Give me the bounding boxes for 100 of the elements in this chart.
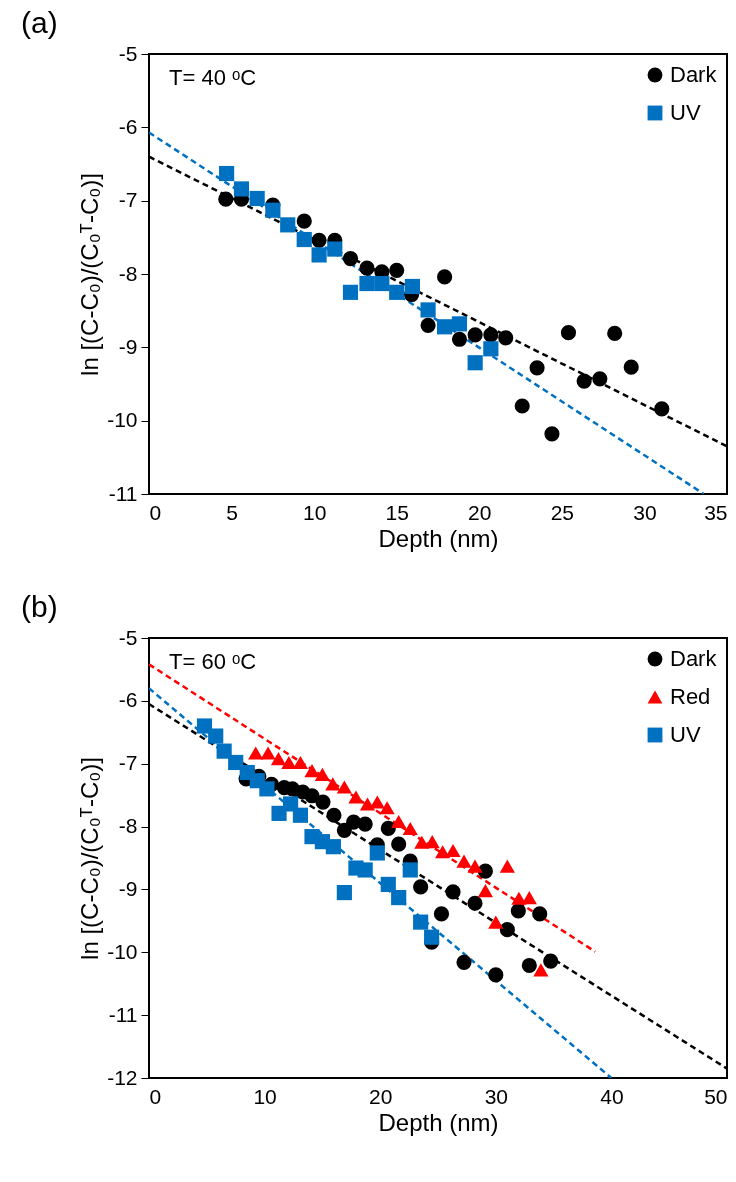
y-tick-label: -5 bbox=[118, 625, 138, 649]
y-tick-label: -10 bbox=[107, 939, 138, 963]
point bbox=[467, 895, 483, 911]
y-tick-label: -8 bbox=[118, 261, 138, 285]
point bbox=[326, 807, 342, 823]
point bbox=[336, 780, 352, 794]
point bbox=[445, 884, 461, 900]
point bbox=[380, 820, 396, 837]
legend-label: Dark bbox=[670, 646, 718, 671]
point bbox=[391, 890, 407, 906]
point bbox=[304, 764, 320, 778]
y-tick-label: -6 bbox=[118, 114, 138, 138]
point bbox=[402, 862, 418, 878]
point bbox=[379, 801, 395, 815]
y-tick-label: -9 bbox=[118, 876, 138, 900]
point bbox=[216, 743, 232, 759]
point bbox=[511, 891, 527, 905]
point bbox=[488, 915, 504, 929]
point bbox=[228, 754, 244, 771]
point bbox=[433, 906, 450, 922]
point bbox=[359, 797, 376, 811]
point bbox=[391, 836, 407, 852]
y-tick-label: -11 bbox=[108, 1002, 138, 1026]
point bbox=[510, 903, 526, 919]
point bbox=[445, 843, 461, 858]
chart-title: (a) bbox=[21, 6, 58, 39]
point bbox=[543, 953, 559, 969]
point bbox=[315, 794, 331, 810]
y-axis-title: ln [(C-C₀)/(C₀ᵀ-C₀)] bbox=[76, 757, 104, 960]
y-tick-label: -9 bbox=[118, 334, 138, 358]
point bbox=[413, 914, 429, 930]
point bbox=[369, 845, 385, 861]
y-tick-label: -8 bbox=[118, 814, 138, 838]
legend-label: Dark bbox=[670, 62, 718, 87]
point bbox=[283, 796, 299, 812]
legend-label: Red bbox=[670, 684, 711, 709]
point bbox=[414, 835, 430, 849]
y-tick-label: -7 bbox=[118, 751, 138, 775]
x-tick-label: 10 bbox=[302, 500, 327, 524]
annotation: T= 40 ᵒC bbox=[169, 65, 257, 90]
y-tick-label: -10 bbox=[107, 408, 138, 432]
point bbox=[532, 906, 548, 922]
point bbox=[499, 922, 515, 938]
y-tick-label: -11 bbox=[108, 481, 138, 505]
legend-label: UV bbox=[670, 100, 701, 125]
point bbox=[325, 777, 341, 791]
x-tick-label: 0 bbox=[149, 1084, 162, 1108]
x-tick-label: 20 bbox=[468, 500, 492, 524]
point bbox=[248, 746, 264, 760]
point bbox=[424, 929, 440, 945]
point bbox=[336, 822, 352, 838]
point bbox=[292, 807, 309, 823]
point bbox=[456, 854, 472, 868]
x-tick-label: 25 bbox=[550, 500, 575, 524]
point bbox=[260, 746, 276, 760]
y-tick-label: -5 bbox=[118, 41, 138, 65]
x-tick-label: 20 bbox=[369, 1084, 393, 1108]
point bbox=[424, 835, 440, 849]
y-tick-label: -12 bbox=[107, 1065, 138, 1089]
x-tick-label: 40 bbox=[600, 1084, 624, 1108]
point bbox=[467, 859, 483, 873]
point bbox=[456, 954, 472, 970]
x-tick-label: 30 bbox=[484, 1084, 508, 1108]
point bbox=[314, 767, 330, 781]
legend-label: UV bbox=[670, 722, 701, 747]
point bbox=[196, 718, 213, 734]
x-tick-label: 0 bbox=[149, 500, 162, 524]
point bbox=[281, 755, 297, 770]
point bbox=[380, 876, 396, 892]
point bbox=[477, 884, 493, 898]
x-tick-label: 5 bbox=[226, 500, 238, 524]
chart-title: (b) bbox=[21, 590, 58, 623]
point bbox=[402, 821, 418, 836]
point bbox=[533, 963, 549, 977]
point bbox=[270, 752, 287, 766]
x-tick-label: 30 bbox=[633, 500, 657, 524]
point bbox=[391, 814, 407, 829]
point bbox=[259, 781, 275, 797]
point bbox=[413, 879, 429, 895]
point bbox=[292, 755, 309, 770]
point bbox=[369, 795, 385, 809]
point bbox=[357, 862, 373, 878]
x-tick-label: 10 bbox=[253, 1084, 277, 1108]
annotation: T= 60 ᵒC bbox=[169, 649, 257, 674]
point bbox=[499, 859, 515, 873]
point bbox=[488, 967, 504, 983]
x-axis-title: Depth (nm) bbox=[378, 524, 499, 552]
y-tick-label: -7 bbox=[118, 188, 138, 212]
point bbox=[521, 957, 537, 974]
x-tick-label: 15 bbox=[385, 500, 409, 524]
point bbox=[357, 816, 373, 832]
x-axis-title: Depth (nm) bbox=[378, 1108, 499, 1136]
x-tick-label: 50 bbox=[704, 1084, 728, 1108]
point bbox=[208, 728, 224, 744]
point bbox=[325, 839, 341, 855]
point bbox=[336, 884, 352, 901]
y-tick-label: -6 bbox=[118, 688, 138, 712]
point bbox=[348, 790, 364, 804]
x-tick-label: 35 bbox=[704, 500, 728, 524]
y-axis-title: ln [(C-C₀)/(C₀ᵀ-C₀)] bbox=[76, 173, 104, 376]
